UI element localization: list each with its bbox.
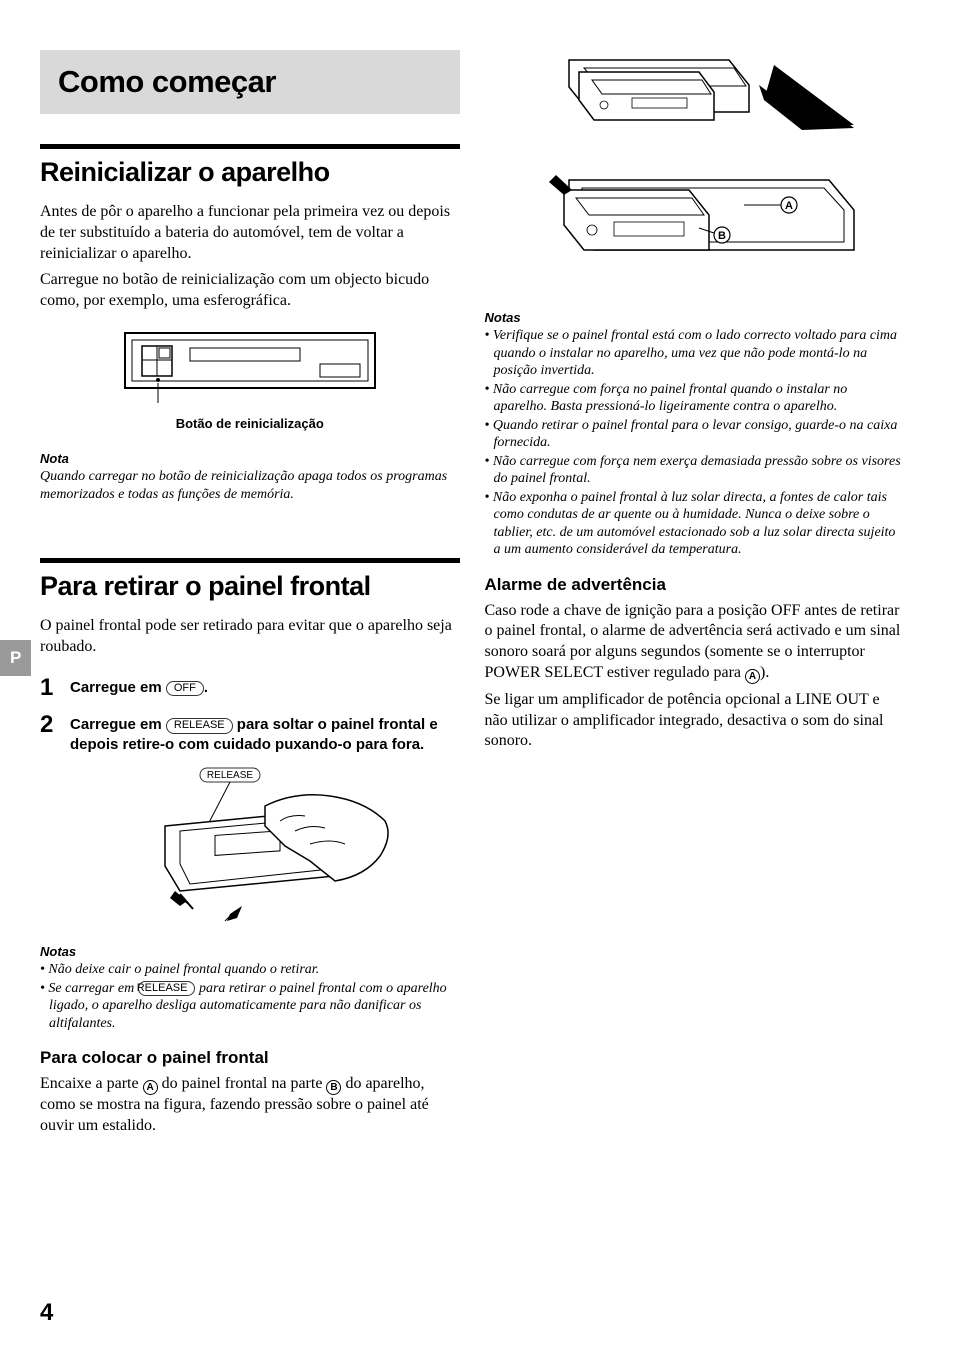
nota-item: Quando retirar o painel frontal para o l… bbox=[485, 417, 905, 452]
install-diagram: A B bbox=[485, 50, 905, 290]
attach-panel-para: Encaixe a parte A do painel frontal na p… bbox=[40, 1074, 460, 1137]
section1-title: Reinicializar o aparelho bbox=[40, 157, 460, 188]
nota-item: Não carregue com força no painel frontal… bbox=[485, 381, 905, 416]
notas-list-right: Verifique se o painel frontal está com o… bbox=[485, 327, 905, 559]
nota-text-1: Quando carregar no botão de reinicializa… bbox=[40, 468, 460, 503]
notas-label-right: Notas bbox=[485, 310, 905, 325]
alarm-title: Alarme de advertência bbox=[485, 575, 905, 595]
nota-item: Não carregue com força nem exerça demasi… bbox=[485, 453, 905, 488]
reset-device-svg bbox=[120, 328, 380, 408]
alarm-para1: Caso rode a chave de ignição para a posi… bbox=[485, 601, 905, 684]
nota-item: Não exponha o painel frontal à luz solar… bbox=[485, 489, 905, 559]
svg-text:RELEASE: RELEASE bbox=[207, 770, 253, 781]
section2-title: Para retirar o painel frontal bbox=[40, 571, 460, 602]
nota-item: Verifique se o painel frontal está com o… bbox=[485, 327, 905, 380]
step-1-text: Carregue em OFF. bbox=[70, 678, 460, 698]
main-header-bar: Como começar bbox=[40, 50, 460, 114]
circle-b: B bbox=[326, 1080, 341, 1095]
nota-item: Se carregar em RELEASE para retirar o pa… bbox=[40, 980, 460, 1033]
section1-para2: Carregue no botão de reinicialização com… bbox=[40, 270, 460, 312]
page-number: 4 bbox=[40, 1299, 53, 1327]
circle-a: A bbox=[143, 1080, 158, 1095]
svg-text:B: B bbox=[718, 230, 726, 242]
notas-list-2: Não deixe cair o painel frontal quando o… bbox=[40, 961, 460, 1032]
step-2: Carregue em RELEASE para soltar o painel… bbox=[40, 715, 460, 926]
nota-label-1: Nota bbox=[40, 451, 460, 466]
off-button-label: OFF bbox=[166, 681, 204, 697]
alarm-para2: Se ligar um amplificador de potência opc… bbox=[485, 690, 905, 752]
right-column: A B Notas Verifique se o painel frontal … bbox=[485, 50, 905, 1143]
rule bbox=[40, 144, 460, 149]
reset-device-diagram bbox=[40, 328, 460, 408]
reset-caption: Botão de reinicialização bbox=[40, 416, 460, 431]
main-header: Como começar bbox=[58, 64, 442, 100]
hand-diagram: RELEASE bbox=[70, 766, 460, 926]
step-1: Carregue em OFF. bbox=[40, 678, 460, 698]
attach-panel-title: Para colocar o painel frontal bbox=[40, 1048, 460, 1068]
release-button-label: RELEASE bbox=[138, 981, 196, 997]
rule bbox=[40, 558, 460, 563]
notas-label-2: Notas bbox=[40, 944, 460, 959]
step-list: Carregue em OFF. Carregue em RELEASE par… bbox=[40, 678, 460, 927]
svg-text:A: A bbox=[785, 200, 793, 212]
nota-item: Não deixe cair o painel frontal quando o… bbox=[40, 961, 460, 979]
left-column: Como começar Reinicializar o aparelho An… bbox=[40, 50, 460, 1143]
section1-para1: Antes de pôr o aparelho a funcionar pela… bbox=[40, 202, 460, 264]
circle-a: A bbox=[745, 669, 760, 684]
hand-svg: RELEASE bbox=[135, 766, 395, 926]
install-svg: A B bbox=[514, 50, 874, 290]
side-tab: P bbox=[0, 640, 31, 676]
step-2-text: Carregue em RELEASE para soltar o painel… bbox=[70, 715, 460, 754]
release-button-label: RELEASE bbox=[166, 718, 233, 734]
section2-para1: O painel frontal pode ser retirado para … bbox=[40, 616, 460, 658]
page-content: Como começar Reinicializar o aparelho An… bbox=[0, 0, 954, 1173]
